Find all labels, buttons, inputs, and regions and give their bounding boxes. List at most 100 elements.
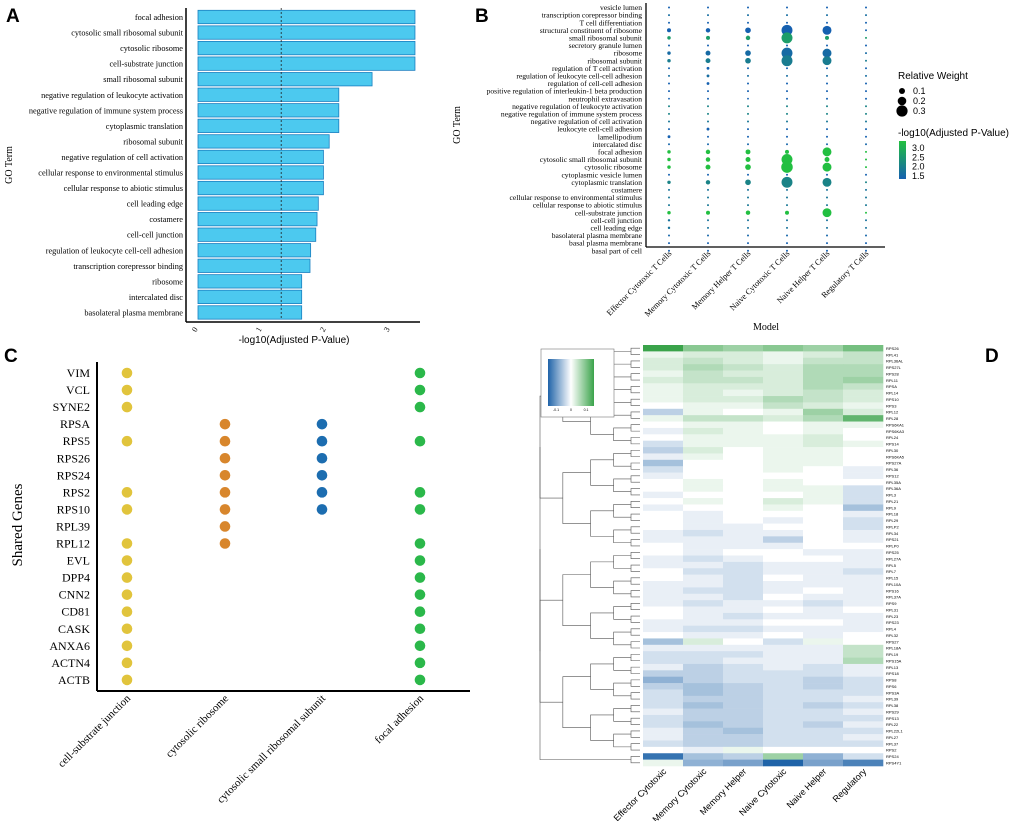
bar-label: cell-cell junction	[127, 231, 184, 240]
heatmap-cell	[843, 504, 884, 512]
dot	[826, 6, 828, 9]
dot	[668, 143, 670, 146]
dot	[747, 173, 749, 176]
dendrogram-branch	[630, 347, 640, 355]
dot	[785, 210, 789, 215]
heatmap-cell	[803, 708, 844, 716]
dendrogram-branch	[630, 717, 640, 725]
heatmap-cell	[803, 383, 844, 390]
heatmap-cell	[803, 357, 844, 365]
bar-label: cell leading edge	[127, 200, 184, 209]
dot	[707, 204, 709, 207]
size-legend-label: 0.1	[913, 86, 926, 96]
heatmap-cell	[763, 676, 804, 684]
heatmap-cell	[763, 351, 804, 359]
heatmap-cell	[843, 376, 884, 384]
heatmap-cell	[683, 644, 724, 652]
heatmap-cell	[723, 740, 764, 748]
dot	[668, 196, 670, 199]
heatmap-cell	[763, 447, 804, 454]
dendrogram-branch	[630, 603, 640, 611]
dot	[747, 6, 749, 9]
row-label: RPS4Y1	[886, 761, 902, 766]
heatmap-cell	[723, 727, 764, 735]
row-label: RPLP0	[886, 544, 899, 549]
dendrogram-branch	[630, 437, 640, 445]
heatmap-cell	[803, 727, 844, 735]
row-label: RPL28	[886, 416, 899, 421]
heatmap-cell	[643, 740, 684, 748]
panel-label-b: B	[475, 6, 489, 27]
heatmap-cell	[763, 421, 804, 429]
go-term-label: cell leading edge	[591, 224, 643, 233]
row-label: RPL12	[886, 410, 899, 415]
dot	[865, 52, 867, 55]
heatmap-cell	[763, 740, 804, 748]
heatmap-cell	[803, 427, 844, 435]
dot	[706, 210, 710, 215]
gene-label: ANXA6	[49, 639, 90, 653]
gene-label: RPL39	[56, 519, 90, 533]
membership-dot	[219, 470, 231, 481]
dot	[781, 32, 793, 44]
heatmap-cell	[763, 542, 804, 550]
heatmap-cell	[723, 523, 764, 531]
heatmap-cell	[643, 536, 684, 544]
dendrogram-branch	[613, 453, 631, 467]
heatmap-cell	[723, 708, 764, 716]
panel-a-x-axis-title: -log10(Adjusted P-Value)	[239, 335, 350, 346]
membership-dot	[316, 452, 328, 464]
row-label: RPS25	[886, 550, 899, 555]
dot	[865, 112, 867, 115]
heatmap-cell	[683, 676, 724, 684]
dendrogram-branch	[562, 676, 591, 729]
bar-label: cytosolic ribosome	[120, 44, 183, 53]
dendrogram-branch	[613, 504, 631, 518]
dot	[707, 14, 709, 17]
dendrogram-branch	[613, 478, 631, 493]
dendrogram-branch	[630, 488, 640, 496]
membership-dot	[414, 606, 426, 617]
go-term-label: structural constituent of ribosome	[540, 26, 643, 35]
dot	[745, 57, 751, 64]
membership-dot	[121, 623, 133, 635]
dot	[747, 128, 749, 131]
row-label: RPS27	[886, 639, 899, 644]
heatmap-cell	[763, 364, 804, 371]
heatmap-cell	[723, 561, 764, 569]
heatmap-cell	[843, 606, 884, 614]
dot	[667, 226, 671, 230]
heatmap-cell	[803, 466, 844, 473]
color-legend-title: -log10(Adjusted P-Value)	[898, 128, 1009, 139]
heatmap-cell	[643, 517, 684, 524]
heatmap-cell	[683, 498, 724, 505]
dot	[865, 143, 867, 146]
heatmap-cell	[643, 529, 684, 537]
heatmap-cell	[763, 721, 804, 729]
heatmap-cell	[803, 759, 844, 767]
bar	[197, 9, 416, 25]
dot	[668, 249, 670, 252]
heatmap-cell	[763, 670, 804, 677]
dot	[707, 234, 709, 237]
dot	[822, 177, 832, 187]
dendrogram-branch	[613, 376, 631, 390]
heatmap-cell	[843, 695, 884, 703]
heatmap-cell	[763, 695, 804, 703]
heatmap-cell	[803, 504, 844, 512]
heatmap-cell	[683, 695, 724, 703]
heatmap-cell	[843, 542, 884, 550]
membership-dot	[414, 401, 426, 413]
heatmap-cell	[803, 549, 844, 556]
heatmap-cell	[843, 523, 884, 531]
row-label: RPS6KA3	[886, 429, 905, 434]
dot	[786, 97, 788, 100]
heatmap-cell	[683, 536, 724, 544]
heatmap-cell	[803, 491, 844, 499]
heatmap-cell	[763, 453, 804, 461]
dot	[747, 14, 749, 17]
heatmap-cell	[723, 402, 764, 410]
dot	[786, 90, 788, 93]
heatmap-cell	[723, 364, 764, 371]
heatmap-cell	[723, 536, 764, 544]
